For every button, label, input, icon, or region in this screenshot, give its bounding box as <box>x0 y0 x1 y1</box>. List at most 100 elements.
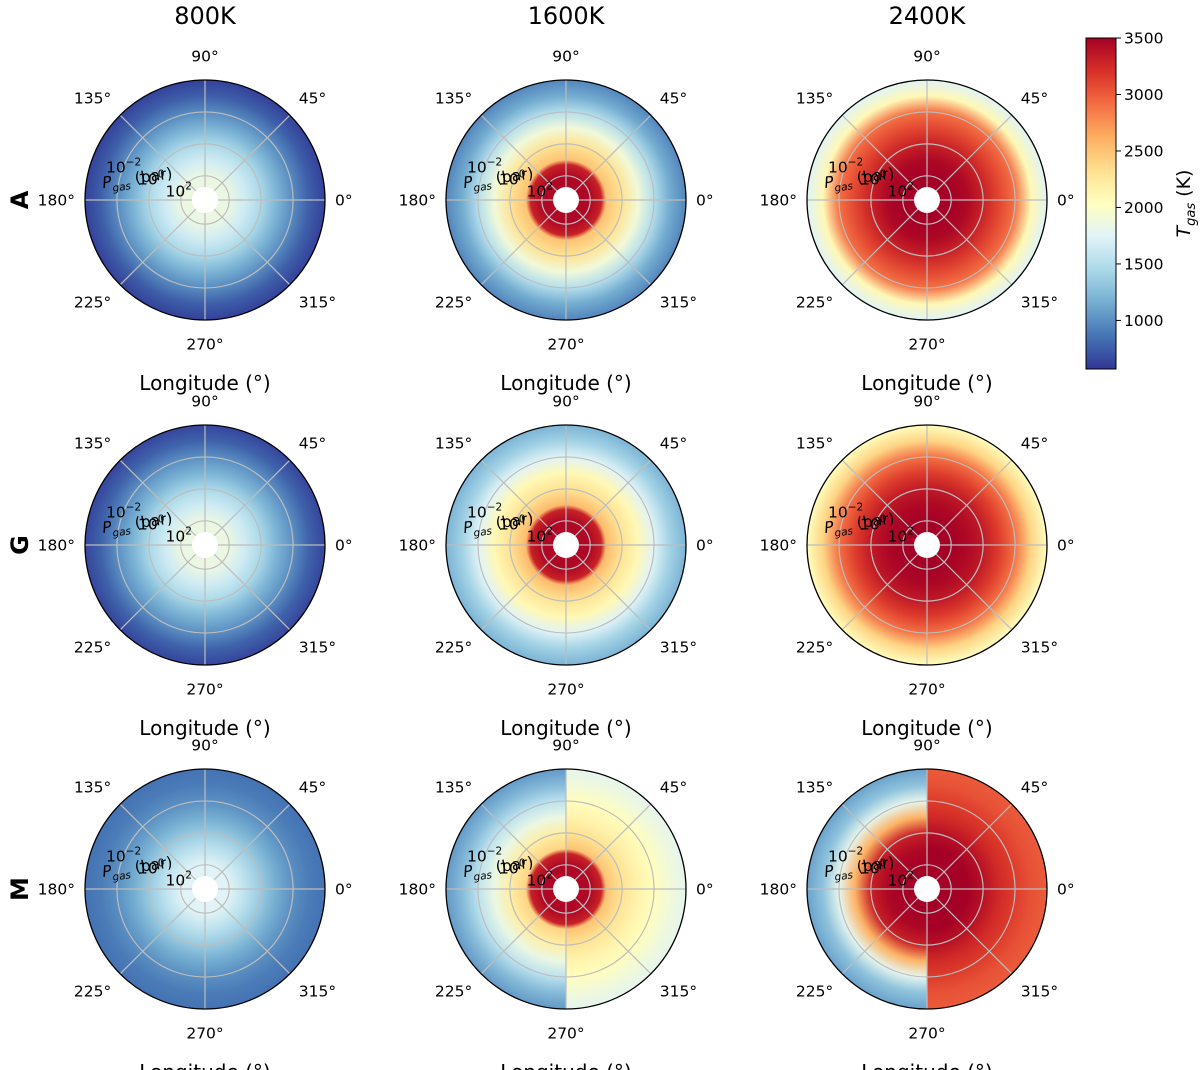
theta-tick-label: 90° <box>913 48 940 66</box>
angular-gridline <box>480 208 558 286</box>
polar-frame <box>84 424 326 666</box>
theta-tick-label: 225° <box>435 982 472 1000</box>
theta-tick-label: 0° <box>1057 537 1075 555</box>
x-axis-label: Longitude (°) <box>139 371 270 395</box>
radial-tick-label: 100 <box>860 858 886 878</box>
radial-axis-label: Pgas (bar) <box>823 164 896 196</box>
theta-tick-label: 225° <box>796 638 833 656</box>
radial-axis-label: Pgas (bar) <box>462 164 535 196</box>
radial-axis-label: Pgas (bar) <box>823 509 896 541</box>
radial-tick-label: 102 <box>887 870 913 890</box>
angular-gridline <box>841 553 919 631</box>
angular-gridline <box>935 553 1013 631</box>
theta-tick-label: 0° <box>335 537 353 555</box>
theta-tick-label: 180° <box>399 881 436 899</box>
theta-tick-label: 270° <box>547 336 584 354</box>
theta-tick-label: 315° <box>1021 982 1058 1000</box>
angular-gridline <box>841 897 919 975</box>
x-axis-label: Longitude (°) <box>500 716 631 740</box>
theta-tick-label: 315° <box>660 638 697 656</box>
theta-tick-label: 180° <box>760 192 797 210</box>
radial-tick-label: 10−2 <box>467 501 502 521</box>
colorbar-label: Tgas (K) <box>1173 170 1199 238</box>
row-label-G: G <box>6 535 34 555</box>
theta-tick-label: 45° <box>1021 779 1048 797</box>
angular-gridline <box>935 897 1013 975</box>
angular-gridline <box>119 459 197 537</box>
theta-tick-label: 90° <box>913 737 940 755</box>
theta-tick-label: 180° <box>38 537 75 555</box>
angular-gridline <box>213 114 291 192</box>
theta-tick-label: 270° <box>547 681 584 699</box>
theta-tick-label: 315° <box>1021 293 1058 311</box>
radial-tick-label: 100 <box>138 169 164 189</box>
radial-axis-label: Pgas (bar) <box>462 853 535 885</box>
polar-frame <box>806 79 1048 321</box>
polar-panel-grid: 0°45°90°135°180°225°270°315°10210010−2Pg… <box>38 48 1075 1070</box>
angular-gridline <box>119 897 197 975</box>
x-axis-label: Longitude (°) <box>500 1060 631 1070</box>
panel-M-2400K: 0° 45° 90° 135° 180° 225° 270° 315° 10210010−2Pg… <box>760 737 1075 1070</box>
theta-tick-label: 0° <box>335 881 353 899</box>
radial-axis-label: Pgas (bar) <box>823 853 896 885</box>
theta-tick-label: 315° <box>299 982 336 1000</box>
theta-tick-label: 270° <box>186 681 223 699</box>
theta-tick-label: 270° <box>908 336 945 354</box>
x-axis-label: Longitude (°) <box>861 716 992 740</box>
theta-tick-label: 135° <box>796 779 833 797</box>
theta-tick-label: 270° <box>186 1025 223 1043</box>
radial-axis-label: Pgas (bar) <box>101 853 174 885</box>
colorbar-tick-label: 2500 <box>1124 142 1163 160</box>
inner-hole <box>914 187 940 213</box>
radial-tick-label: 100 <box>860 169 886 189</box>
angular-gridline <box>574 553 652 631</box>
angular-gridline <box>935 803 1013 881</box>
theta-tick-label: 90° <box>552 393 579 411</box>
x-axis-label: Longitude (°) <box>861 1060 992 1070</box>
polar-frame <box>445 768 687 1010</box>
radial-tick-label: 10−2 <box>828 845 863 865</box>
row-label-A: A <box>6 190 34 209</box>
colorbar: 1000 1500 2000 2500 3000 3500 Tgas (K) <box>1085 30 1199 370</box>
theta-tick-label: 225° <box>74 982 111 1000</box>
theta-tick-label: 45° <box>660 90 687 108</box>
angular-gridline <box>574 114 652 192</box>
angular-gridline <box>841 803 919 881</box>
panel-A-1600K: 0° 45° 90° 135° 180° 225° 270° 315° 10210010−2Pg… <box>399 48 714 396</box>
radial-tick-label: 10−2 <box>467 845 502 865</box>
theta-tick-label: 225° <box>796 982 833 1000</box>
angular-gridline <box>574 803 652 881</box>
radial-tick-label: 100 <box>138 858 164 878</box>
theta-tick-label: 225° <box>74 293 111 311</box>
radial-tick-label: 10−2 <box>828 156 863 176</box>
polar-frame <box>445 79 687 321</box>
inner-hole <box>553 876 579 902</box>
theta-tick-label: 135° <box>796 90 833 108</box>
theta-tick-label: 135° <box>74 435 111 453</box>
angular-gridline <box>213 553 291 631</box>
angular-gridline <box>119 803 197 881</box>
panel-M-1600K: 0° 45° 90° 135° 180° 225° 270° 315° 10210010−2Pg… <box>399 737 714 1070</box>
theta-tick-label: 0° <box>696 192 714 210</box>
radial-tick-label: 100 <box>499 514 525 534</box>
theta-tick-label: 315° <box>299 293 336 311</box>
radial-axis-label: Pgas (bar) <box>462 509 535 541</box>
theta-tick-label: 135° <box>74 90 111 108</box>
theta-tick-label: 0° <box>1057 192 1075 210</box>
theta-tick-label: 135° <box>74 779 111 797</box>
colorbar-tick-label: 1500 <box>1124 255 1163 273</box>
inner-hole <box>914 876 940 902</box>
radial-tick-label: 10−2 <box>828 501 863 521</box>
theta-tick-label: 225° <box>796 293 833 311</box>
theta-tick-label: 270° <box>908 1025 945 1043</box>
theta-tick-label: 0° <box>696 881 714 899</box>
colorbar-tick-label: 1000 <box>1124 312 1163 330</box>
theta-tick-label: 225° <box>435 293 472 311</box>
angular-gridline <box>935 114 1013 192</box>
radial-tick-label: 102 <box>526 181 552 201</box>
theta-tick-label: 315° <box>660 982 697 1000</box>
theta-tick-label: 315° <box>660 293 697 311</box>
angular-gridline <box>841 459 919 537</box>
radial-axis-label: Pgas (bar) <box>101 509 174 541</box>
